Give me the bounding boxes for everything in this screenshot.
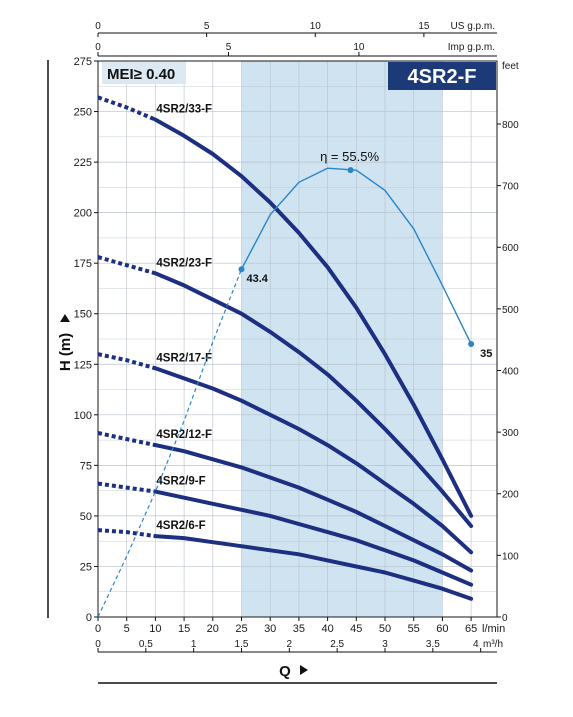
x-tick-label: 40 [321,623,333,635]
m3h-tick-label: 3.5 [426,639,440,650]
efficiency-value-label: 35 [480,348,492,360]
series-label: 4SR2/23-F [156,257,212,269]
x-tick-label: 45 [350,623,362,635]
y-tick-label: 0 [86,612,92,624]
efficiency-curve-dashed [97,268,243,618]
pump-curve [153,366,474,555]
x-tick-label: 15 [178,623,190,635]
efficiency-curve [240,167,472,345]
y-axis-title-group: H (m) [57,314,74,371]
y-tick-label: 250 [74,107,92,119]
y-tick-label: 150 [74,309,92,321]
x-axis-title: Q [279,663,291,680]
series-label: 4SR2/9-F [156,476,205,488]
x-tick-label: 30 [264,623,276,635]
series-layer: 4SR2/33-F 4SR2/23-F 4SR2/17-F 4SR2/12-F 4SR2… [97,95,474,601]
x-tick-label: 60 [436,623,448,635]
imp-gpm-unit-label: Imp g.p.m. [448,42,495,53]
feet-tick-label: 100 [502,551,519,562]
feet-tick-label: 400 [502,366,519,377]
pump-curve [153,117,474,518]
x-tick-label: 55 [408,623,420,635]
pump-curve [153,489,474,587]
x-tick-label: 35 [293,623,305,635]
pump-curve-dashed [97,528,156,539]
x-tick-label: 10 [149,623,161,635]
feet-unit-label: feet [502,61,519,72]
m3h-tick-label: 1 [191,639,197,650]
y-tick-label: 125 [74,359,92,371]
us-gpm-tick-label: 15 [418,21,430,32]
m3h-last-tick-label: 4 [473,639,479,650]
y-tick-label: 100 [74,410,92,422]
pump-curve [153,534,474,601]
pump-curve-dashed [97,431,156,448]
x-tick-label: 5 [124,623,130,635]
us-gpm-tick-label: 0 [95,21,101,32]
series-label: 4SR2/6-F [156,520,205,532]
y-tick-label: 225 [74,157,92,169]
series-label: 4SR2/12-F [156,429,212,441]
m3h-tick-label: 2 [287,639,293,650]
m3h-tick-label: 2.5 [330,639,344,650]
x-tick-label: 25 [235,623,247,635]
feet-tick-label: 700 [502,182,519,193]
feet-tick-label: 0 [502,613,508,624]
y-tick-label: 175 [74,258,92,270]
imp-gpm-tick-label: 0 [95,42,101,53]
chart-title: 4SR2-F [408,66,477,88]
pump-curve [153,443,474,573]
y-axis-title: H (m) [57,333,74,371]
us-gpm-unit-label: US g.p.m. [451,21,495,32]
imp-gpm-tick-label: 5 [226,42,232,53]
efficiency-point [468,341,475,348]
pump-curve-dashed [97,95,157,122]
m3h-tick-label: 1.5 [235,639,249,650]
y-tick-label: 275 [74,56,92,68]
feet-tick-label: 300 [502,428,519,439]
m3h-tick-label: 0 [95,639,101,650]
x-tick-label: 0 [95,623,101,635]
y-axis-arrow-icon [60,314,70,322]
y-tick-label: 75 [80,460,92,472]
mei-label: MEI≥ 0.40 [107,66,175,83]
series-label: 4SR2/33-F [156,104,212,116]
m3h-tick-label: 3 [382,639,388,650]
feet-tick-label: 800 [502,120,519,131]
x-unit-label: l/min [482,623,505,635]
m3h-tick-label: 0.5 [139,639,153,650]
pump-curve-dashed [97,352,156,371]
efficiency-value-label: 43.4 [247,273,269,285]
plot-frame [97,60,498,618]
efficiency-layer: 43.4 35 η = 55.5% [97,149,492,618]
us-gpm-tick-label: 5 [204,21,210,32]
efficiency-peak-label: η = 55.5% [320,149,379,164]
x-axis-arrow-icon [300,665,308,675]
us-gpm-tick-label: 10 [310,21,322,32]
feet-tick-label: 600 [502,243,519,254]
m3h-unit-label: m³/h [483,639,503,650]
x-tick-label: 20 [207,623,219,635]
imp-gpm-tick-label: 10 [353,42,365,53]
pump-curve-dashed [97,255,156,276]
feet-tick-label: 500 [502,305,519,316]
pump-curve-dashed [97,481,156,494]
efficiency-point [347,167,354,174]
x-tick-label: 50 [379,623,391,635]
efficiency-point [238,266,245,273]
title-badge [388,62,496,90]
y-tick-label: 25 [80,561,92,573]
x-tick-label: 65 [465,623,477,635]
y-tick-label: 50 [80,511,92,523]
mei-badge [102,62,186,84]
series-label: 4SR2/17-F [156,352,212,364]
y-tick-label: 200 [74,208,92,220]
pump-curve [153,271,474,528]
feet-tick-label: 200 [502,490,519,501]
